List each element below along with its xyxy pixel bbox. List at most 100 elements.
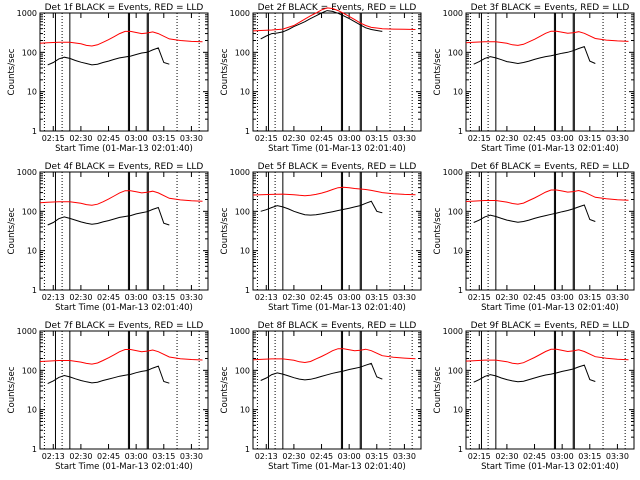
panel-6-series-events-line bbox=[473, 204, 596, 223]
panel-5-series-events-line bbox=[260, 200, 383, 216]
panel-7-xtick-label-2: 02:30 bbox=[69, 452, 92, 461]
panel-6-xtick-label-2: 02:30 bbox=[495, 293, 518, 302]
panel-8-xtick-label-3: 02:45 bbox=[310, 452, 333, 461]
panel-1-ytick-label-1: 1 bbox=[32, 127, 37, 136]
panel-3-ytick-label-3: 100 bbox=[448, 48, 463, 57]
panel-7-xtick-label-6: 03:30 bbox=[180, 452, 203, 461]
panel-7-series-lld-line bbox=[39, 349, 203, 365]
panel-1-ytick-label-2: 10 bbox=[27, 88, 37, 97]
panel-9-ytick-label-2: 10 bbox=[453, 406, 463, 415]
panel-7-ytick-label-1: 1 bbox=[32, 445, 37, 454]
panel-6-ytick-label-4: 1000 bbox=[443, 168, 463, 177]
panel-3-xtick-label-6: 03:30 bbox=[606, 134, 629, 143]
panel-2-series-lld-line bbox=[252, 7, 416, 32]
panel-2-xtick-label-5: 03:15 bbox=[365, 134, 388, 143]
panel-1-series-lld-line bbox=[39, 30, 203, 47]
panel-6-frame bbox=[465, 171, 635, 291]
panel-3-ytick-label-4: 1000 bbox=[443, 9, 463, 18]
panel-7-xtick-label-1: 02:13 bbox=[42, 452, 65, 461]
panel-5-ytick-label-3: 100 bbox=[235, 207, 250, 216]
panel-7-frame bbox=[39, 330, 209, 450]
panel-8-xtick-label-1: 02:13 bbox=[255, 452, 278, 461]
panel-4-frame bbox=[39, 171, 209, 291]
panel-8-ytick-label-2: 10 bbox=[240, 406, 250, 415]
panel-2-ylabel: Counts/sec bbox=[220, 48, 230, 95]
panel-1-frame bbox=[39, 12, 209, 132]
panel-2-xtick-label-2: 02:30 bbox=[282, 134, 305, 143]
panel-1-xtick-label-4: 03:00 bbox=[125, 134, 148, 143]
panel-5-ylabel: Counts/sec bbox=[220, 207, 230, 254]
panel-9-frame bbox=[465, 330, 635, 450]
panel-2-ytick-label-2: 10 bbox=[240, 88, 250, 97]
panel-7-series-events-line bbox=[47, 365, 170, 385]
panel-5-title: Det 5f BLACK = Events, RED = LLD bbox=[258, 162, 417, 172]
panel-7-ytick-label-4: 1000 bbox=[17, 327, 37, 336]
panel-8-ylabel: Counts/sec bbox=[220, 366, 230, 413]
panel-4-xtick-label-6: 03:30 bbox=[180, 293, 203, 302]
panel-2-frame bbox=[252, 12, 422, 132]
panel-1-ytick-label-4: 1000 bbox=[17, 9, 37, 18]
panel-7-xtick-label-5: 03:15 bbox=[152, 452, 175, 461]
panel-9-xtick-label-6: 03:30 bbox=[606, 452, 629, 461]
panel-6-series-lld-line bbox=[465, 189, 629, 205]
panel-2-xtick-label-6: 03:30 bbox=[393, 134, 416, 143]
panel-4-xtick-label-5: 03:15 bbox=[152, 293, 175, 302]
panel-7-ytick-label-3: 100 bbox=[22, 366, 37, 375]
panel-4-xtick-label-4: 03:00 bbox=[125, 293, 148, 302]
panel-4-xtick-label-2: 02:30 bbox=[69, 293, 92, 302]
panel-3-xtick-label-1: 02:15 bbox=[468, 134, 491, 143]
panel-8-xtick-label-4: 03:00 bbox=[338, 452, 361, 461]
panel-1-xtick-label-3: 02:45 bbox=[97, 134, 120, 143]
panel-5-xtick-label-2: 02:30 bbox=[282, 293, 305, 302]
panel-7-xtick-label-3: 02:45 bbox=[97, 452, 120, 461]
panel-3-xtick-label-5: 03:15 bbox=[578, 134, 601, 143]
panel-7-xlabel: Start Time (01-Mar-13 02:01:40) bbox=[55, 462, 193, 472]
panel-5-xtick-label-6: 03:30 bbox=[393, 293, 416, 302]
panel-9-title: Det 9f BLACK = Events, RED = LLD bbox=[471, 321, 630, 331]
panel-4-title: Det 4f BLACK = Events, RED = LLD bbox=[45, 162, 204, 172]
panel-9-xtick-label-2: 02:30 bbox=[495, 452, 518, 461]
panel-4-series-events-line bbox=[47, 206, 170, 226]
panel-3-xtick-label-2: 02:30 bbox=[495, 134, 518, 143]
panel-1-xtick-label-1: 02:15 bbox=[42, 134, 65, 143]
panel-3-series-events-line bbox=[473, 45, 596, 65]
panel-3-xtick-label-4: 03:00 bbox=[551, 134, 574, 143]
panel-9-xtick-label-3: 02:45 bbox=[523, 452, 546, 461]
panel-5-xtick-label-1: 02:13 bbox=[255, 293, 278, 302]
panel-8-xtick-label-6: 03:30 bbox=[393, 452, 416, 461]
panel-9-series-lld-line bbox=[465, 348, 629, 365]
panel-5-ytick-label-2: 10 bbox=[240, 247, 250, 256]
panel-4-ylabel: Counts/sec bbox=[7, 207, 17, 254]
panel-8-ytick-label-1: 1 bbox=[245, 445, 250, 454]
panel-8-series-lld-line bbox=[252, 348, 416, 364]
panel-3-ytick-label-1: 1 bbox=[458, 127, 463, 136]
panel-3-series-lld-line bbox=[465, 30, 629, 46]
panel-3-ylabel: Counts/sec bbox=[433, 48, 443, 95]
panel-8-ytick-label-4: 1000 bbox=[230, 327, 250, 336]
panel-6-ylabel: Counts/sec bbox=[433, 207, 443, 254]
panel-1-xtick-label-2: 02:30 bbox=[69, 134, 92, 143]
panel-3-xlabel: Start Time (01-Mar-13 02:01:40) bbox=[481, 144, 619, 154]
panel-1-title: Det 1f BLACK = Events, RED = LLD bbox=[45, 3, 204, 13]
panel-4-xtick-label-3: 02:45 bbox=[97, 293, 120, 302]
panel-5-ytick-label-4: 1000 bbox=[230, 168, 250, 177]
panel-9-ytick-label-4: 1000 bbox=[443, 327, 463, 336]
panel-5-series-lld-line bbox=[252, 186, 416, 197]
panel-9-xtick-label-4: 03:00 bbox=[551, 452, 574, 461]
panel-9-xtick-label-5: 03:15 bbox=[578, 452, 601, 461]
panel-9-ylabel: Counts/sec bbox=[433, 366, 443, 413]
panel-9-series-events-line bbox=[473, 364, 596, 383]
panel-5-ytick-label-1: 1 bbox=[245, 286, 250, 295]
panel-9-ytick-label-1: 1 bbox=[458, 445, 463, 454]
panel-8-title: Det 8f BLACK = Events, RED = LLD bbox=[258, 321, 417, 331]
panel-6-ytick-label-2: 10 bbox=[453, 247, 463, 256]
panel-1-ytick-label-3: 100 bbox=[22, 48, 37, 57]
panel-6-ytick-label-1: 1 bbox=[458, 286, 463, 295]
panel-5-xtick-label-4: 03:00 bbox=[338, 293, 361, 302]
panel-9-xlabel: Start Time (01-Mar-13 02:01:40) bbox=[481, 462, 619, 472]
panel-4-xtick-label-1: 02:13 bbox=[42, 293, 65, 302]
panel-6-xtick-label-3: 02:45 bbox=[523, 293, 546, 302]
panel-8-series-events-line bbox=[260, 362, 383, 381]
panel-5-xtick-label-3: 02:45 bbox=[310, 293, 333, 302]
